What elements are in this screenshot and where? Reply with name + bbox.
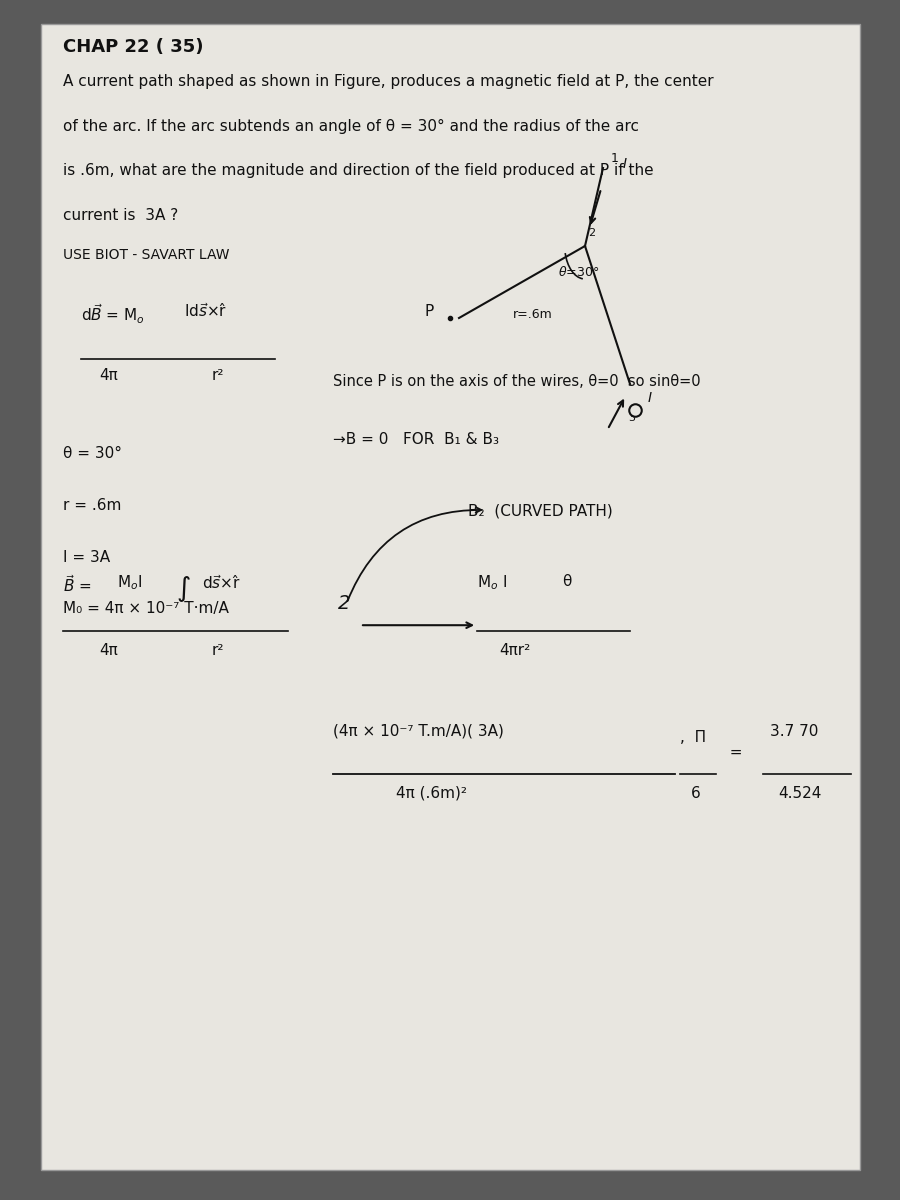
Text: 4πr²: 4πr² — [500, 643, 531, 658]
Text: θ = 30°: θ = 30° — [63, 446, 122, 461]
Text: M$_o$ I: M$_o$ I — [477, 574, 507, 593]
Text: I: I — [623, 157, 627, 170]
Text: M₀ = 4π × 10⁻⁷ T·m/A: M₀ = 4π × 10⁻⁷ T·m/A — [63, 601, 229, 617]
Text: θ: θ — [562, 574, 572, 588]
Text: 3: 3 — [628, 413, 635, 422]
Text: is .6m, what are the magnitude and direction of the field produced at P if the: is .6m, what are the magnitude and direc… — [63, 163, 653, 178]
Text: r=.6m: r=.6m — [513, 308, 553, 322]
Text: r²: r² — [212, 368, 224, 384]
Text: d$\vec{B}$ = M$_o$: d$\vec{B}$ = M$_o$ — [81, 302, 145, 326]
Text: P: P — [425, 305, 434, 319]
Text: I: I — [648, 391, 652, 404]
Text: $\theta$=30°: $\theta$=30° — [558, 265, 599, 278]
Text: ,  Π: , Π — [680, 730, 706, 744]
Text: A current path shaped as shown in Figure, produces a magnetic field at P, the ce: A current path shaped as shown in Figure… — [63, 74, 714, 90]
Text: 6: 6 — [691, 786, 701, 802]
Text: $\int$: $\int$ — [176, 574, 190, 604]
Text: r = .6m: r = .6m — [63, 498, 122, 514]
Text: d$\vec{s}$×r̂: d$\vec{s}$×r̂ — [202, 574, 241, 592]
Text: I = 3A: I = 3A — [63, 550, 110, 564]
Text: 2: 2 — [589, 228, 596, 239]
Text: r²: r² — [212, 643, 224, 658]
Text: $\vec{B}$ =: $\vec{B}$ = — [63, 574, 92, 594]
Text: 4π: 4π — [99, 368, 118, 384]
Text: M$_o$I: M$_o$I — [117, 574, 142, 593]
Text: current is  3A ?: current is 3A ? — [63, 208, 178, 223]
Text: CHAP 22 ( 35): CHAP 22 ( 35) — [63, 38, 203, 56]
Text: B₂  (CURVED PATH): B₂ (CURVED PATH) — [468, 504, 613, 518]
Text: 2: 2 — [338, 594, 350, 613]
Text: 4π (.6m)²: 4π (.6m)² — [396, 786, 467, 802]
Text: of the arc. If the arc subtends an angle of θ = 30° and the radius of the arc: of the arc. If the arc subtends an angle… — [63, 119, 639, 134]
Text: 4.524: 4.524 — [778, 786, 822, 802]
Text: USE BIOT - SAVART LAW: USE BIOT - SAVART LAW — [63, 248, 230, 263]
Text: =: = — [720, 745, 742, 761]
Text: Id$\vec{s}$×r̂: Id$\vec{s}$×r̂ — [184, 302, 228, 320]
Text: 4π: 4π — [99, 643, 118, 658]
Text: (4π × 10⁻⁷ T.m/A)( 3A): (4π × 10⁻⁷ T.m/A)( 3A) — [333, 724, 504, 738]
Text: →B = 0   FOR  B₁ & B₃: →B = 0 FOR B₁ & B₃ — [333, 432, 499, 446]
Text: Since P is on the axis of the wires, θ=0  so sinθ=0: Since P is on the axis of the wires, θ=0… — [333, 374, 700, 389]
Text: 1: 1 — [610, 152, 618, 164]
Text: 3.7 70: 3.7 70 — [770, 724, 818, 738]
